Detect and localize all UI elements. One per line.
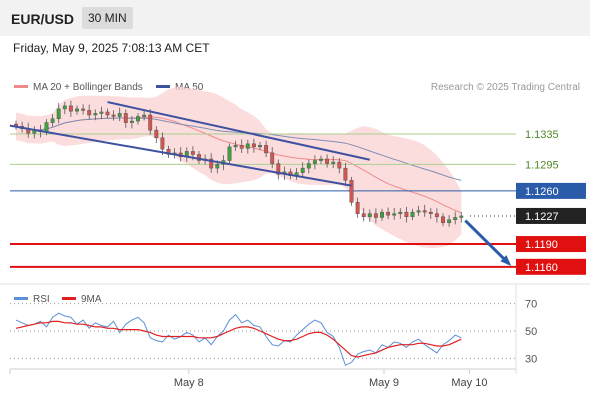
- candle-body-61: [386, 211, 391, 216]
- candle-body-53: [337, 161, 342, 169]
- research-credit: Research © 2025 Trading Central: [431, 82, 580, 93]
- candle-body-51: [325, 158, 330, 164]
- candle-body-38: [245, 143, 250, 149]
- candle-body-20: [136, 116, 140, 122]
- rsi-ma-line: [15, 320, 462, 358]
- candle-body-65: [410, 211, 415, 217]
- candle-body-13: [93, 113, 98, 116]
- candle-body-5: [44, 122, 49, 132]
- level-label-4: 1.1190: [525, 239, 558, 251]
- rsi-level-label-0: 70: [525, 299, 537, 311]
- candle-body-29: [190, 151, 195, 155]
- candle-body-32: [209, 158, 214, 169]
- candle-body-37: [239, 145, 244, 149]
- candle-body-57: [361, 213, 366, 217]
- bollinger-band: [16, 86, 462, 248]
- top-bar: EUR/USD 30 MIN: [0, 0, 590, 36]
- candle-body-14: [99, 111, 104, 114]
- rsi-legend-label: RSI: [33, 294, 50, 305]
- level-label-2: 1.1260: [525, 186, 559, 198]
- candle-body-70: [441, 216, 445, 224]
- symbol-label: EUR/USD: [11, 11, 75, 27]
- candle-body-66: [416, 210, 421, 213]
- rsi-legend-swatch: [14, 297, 28, 300]
- ma20-legend-swatch: [14, 85, 28, 88]
- level-label-3: 1.1227: [525, 211, 559, 223]
- candle-body-36: [233, 145, 238, 148]
- candle-body-12: [87, 110, 92, 116]
- ma20-legend-label: MA 20 + Bollinger Bands: [33, 82, 143, 93]
- ma50-legend-swatch: [156, 85, 170, 88]
- candle-body-64: [404, 211, 409, 217]
- candle-body-49: [312, 160, 317, 164]
- candle-body-39: [251, 143, 256, 148]
- candle-body-55: [349, 180, 354, 203]
- x-tick-label-2: May 10: [451, 377, 487, 389]
- candle-body-62: [392, 213, 397, 216]
- forecast-arrow-head: [500, 255, 512, 266]
- candle-body-6: [50, 118, 55, 123]
- candle-body-48: [306, 163, 311, 169]
- candle-body-21: [142, 114, 147, 117]
- x-tick-label-0: May 8: [174, 377, 204, 389]
- level-tag-2: [516, 182, 586, 199]
- candle-body-43: [276, 163, 281, 175]
- candle-body-8: [62, 105, 67, 110]
- candle-body-24: [160, 137, 165, 150]
- candle-body-16: [111, 114, 116, 117]
- candle-body-58: [367, 213, 372, 217]
- candle-body-23: [154, 129, 159, 139]
- candle-body-69: [434, 213, 439, 217]
- ma50-line: [15, 117, 462, 181]
- candle-body-50: [319, 158, 323, 161]
- candle-body-11: [81, 108, 86, 111]
- candle-body-17: [117, 113, 122, 117]
- rsi-ma-legend-label: 9MA: [81, 294, 102, 305]
- candle-body-59: [373, 213, 378, 218]
- candle-body-68: [428, 211, 433, 214]
- candle-body-9: [68, 105, 73, 112]
- candle-body-30: [197, 154, 201, 161]
- level-tag-5: [516, 258, 586, 275]
- candle-body-71: [447, 219, 452, 224]
- candle-body-22: [148, 114, 153, 131]
- candle-body-42: [270, 152, 275, 164]
- level-label-5: 1.1160: [525, 262, 558, 274]
- level-label-0: 1.1335: [525, 129, 559, 141]
- lower-channel-line: [9, 124, 352, 187]
- candle-body-60: [380, 211, 384, 218]
- forecast-arrow-shaft: [464, 219, 511, 265]
- rsi-line: [15, 312, 462, 366]
- level-tag-4: [516, 236, 586, 253]
- timeframe-button[interactable]: 30 MIN: [82, 7, 133, 29]
- candle-body-18: [123, 113, 128, 123]
- candle-body-63: [398, 211, 403, 214]
- x-tick-label-1: May 9: [369, 377, 399, 389]
- candle-body-7: [56, 108, 61, 120]
- chart-datetime: Friday, May 9, 2025 7:08:13 AM CET: [13, 41, 210, 55]
- candle-body-73: [459, 215, 464, 218]
- candle-body-33: [215, 164, 220, 169]
- upper-channel-line: [107, 101, 371, 161]
- candle-body-40: [258, 145, 262, 148]
- candle-body-47: [300, 167, 305, 173]
- level-label-1: 1.1295: [525, 159, 559, 171]
- candle-body-72: [453, 217, 458, 220]
- candle-body-56: [355, 202, 360, 214]
- candle-body-19: [129, 120, 134, 123]
- candle-body-41: [264, 145, 269, 154]
- candle-body-54: [343, 167, 348, 181]
- candle-body-52: [331, 161, 336, 164]
- candle-body-15: [105, 111, 110, 116]
- level-tag-3: [516, 207, 586, 224]
- candle-body-10: [75, 108, 79, 112]
- rsi-level-label-1: 50: [525, 326, 537, 338]
- rsi-ma-legend-swatch: [62, 297, 76, 300]
- rsi-level-label-2: 30: [525, 353, 537, 365]
- ma50-legend-label: MA 50: [175, 82, 204, 93]
- candle-body-35: [227, 146, 232, 161]
- candle-body-67: [422, 210, 427, 213]
